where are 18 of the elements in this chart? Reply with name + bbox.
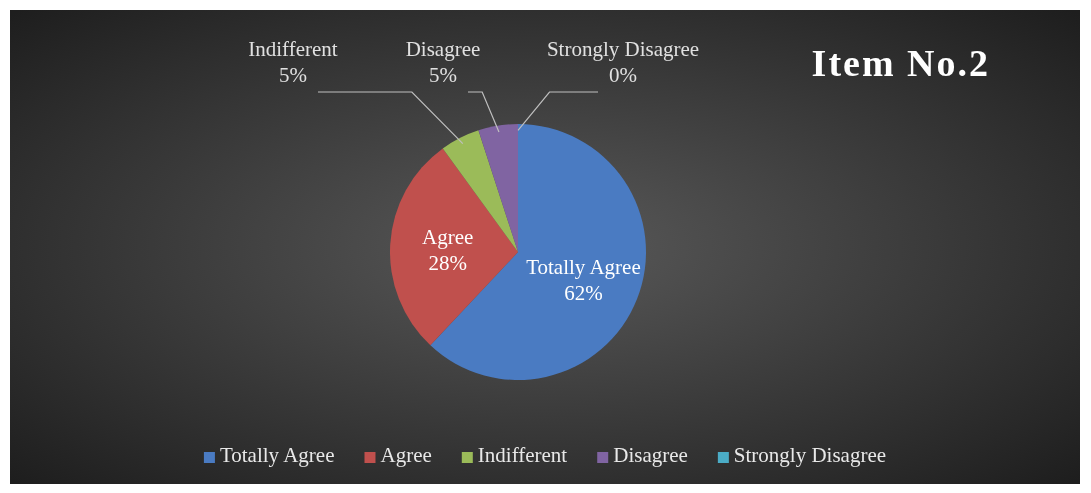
slice-label: Indifferent bbox=[248, 37, 338, 61]
legend-label: Indifferent bbox=[477, 443, 568, 467]
pie-slice bbox=[478, 124, 518, 252]
data-label: 5% bbox=[279, 63, 307, 87]
slice-label: Disagree bbox=[405, 37, 481, 61]
legend-label: Agree bbox=[380, 443, 432, 467]
legend-label: Strongly Disagree bbox=[733, 443, 887, 467]
data-label: 28% bbox=[428, 250, 467, 275]
slice-label: Agree bbox=[422, 224, 474, 249]
category-label: Strongly Disagree bbox=[546, 37, 700, 61]
text: 0% bbox=[609, 63, 637, 87]
data-label: 62% bbox=[564, 280, 603, 305]
pie-slice bbox=[390, 148, 518, 346]
legend-label: Totally Agree bbox=[219, 443, 335, 467]
chart-title: Item No.2 bbox=[811, 42, 990, 84]
slice-label: Totally Agree bbox=[526, 254, 641, 279]
data-label: 5% bbox=[429, 63, 457, 87]
legend-label: Disagree bbox=[613, 443, 688, 467]
